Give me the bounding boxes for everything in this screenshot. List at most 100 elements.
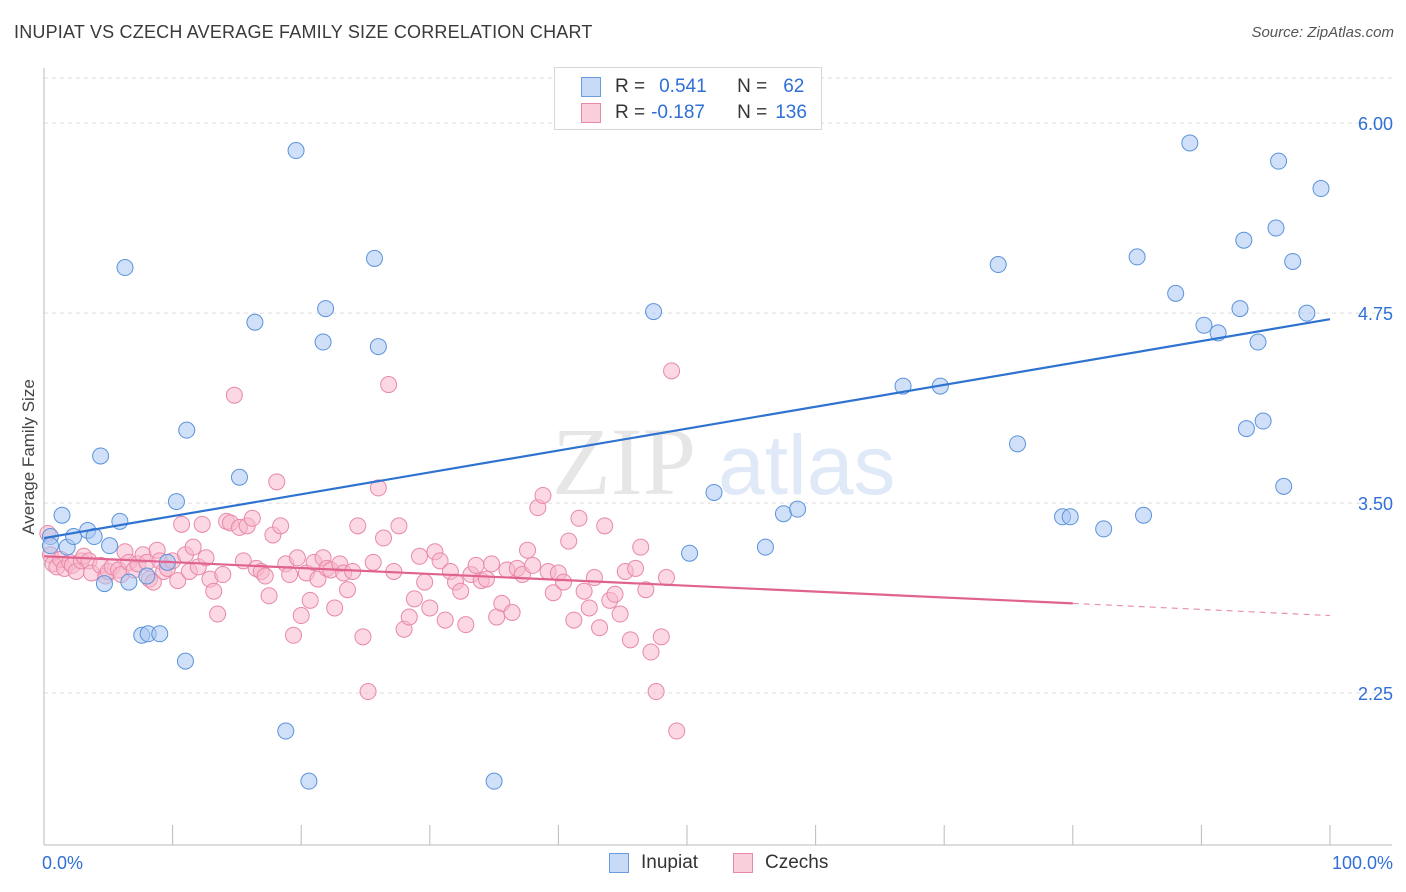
czechs-point [268,473,286,491]
inupiat-point [92,447,110,465]
r-label: R = [615,102,646,123]
inupiat-point [774,505,792,523]
czechs-point [326,599,344,617]
watermark-zip: ZIP [552,408,696,515]
bottom-legend-czechs: Czechs [733,852,828,874]
y-tick-label: 3.50 [1358,494,1393,514]
czechs-point [621,631,639,649]
czechs-point [611,605,629,623]
inupiat-point [681,544,699,562]
czechs-point [585,569,603,587]
czechs-point [416,573,434,591]
inupiat-point [989,256,1007,274]
czechs-point [544,584,562,602]
czechs-point [359,683,377,701]
czechs-point [197,549,215,567]
r-value: 0.541 [659,76,707,97]
inupiat-point [246,313,264,331]
czechs-point [421,599,439,617]
czechs-point [256,567,274,585]
czechs-point [375,529,393,547]
czechs-point [214,566,232,584]
inupiat-swatch [609,853,629,873]
czechs-point [193,515,211,533]
n-label: N = [737,76,768,97]
czechs-point [400,608,418,626]
inupiat-point [300,772,318,790]
inupiat-point [756,538,774,556]
legend-row-inupiat: R = 0.541 N = 62 [555,74,804,100]
inupiat-point [1267,219,1285,237]
inupiat-point [1009,435,1027,453]
czechs-point [284,626,302,644]
czechs-point [243,509,261,527]
inupiat-point [366,249,384,267]
czechs-point [405,590,423,608]
inupiat-point [789,500,807,518]
czechs-point [452,582,470,600]
czechs-point [431,552,449,570]
czechs-point [209,605,227,623]
czechs-point [534,486,552,504]
inupiat-point [1298,304,1316,322]
czechs-point [627,559,645,577]
inupiat-swatch [581,77,601,97]
r-value: -0.187 [651,102,705,123]
y-axis-label: Average Family Size [19,379,38,535]
czechs-point [301,591,319,609]
inupiat-point [1095,520,1113,538]
czechs-trend-line-extrapolated [1072,602,1331,617]
czechs-point [272,517,290,535]
watermark-atlas: atlas [718,418,895,512]
czechs-point [467,556,485,574]
inupiat-point [95,575,113,593]
inupiat-point [1254,412,1272,430]
y-tick-labels: 2.25 3.50 4.75 6.00 [1358,114,1393,704]
inupiat-point [1235,231,1253,249]
bottom-legend-inupiat: Inupiat [609,852,698,874]
czechs-point [606,585,624,603]
czechs-point [652,628,670,646]
czechs-point [580,599,598,617]
stats-legend: R = 0.541 N = 62 R = -0.187 N = 136 [554,67,822,130]
czechs-point [390,517,408,535]
inupiat-point [120,573,138,591]
czechs-point [647,683,665,701]
y-tick-label: 2.25 [1358,684,1393,704]
inupiat-point [1128,248,1146,266]
czechs-point [292,607,310,625]
inupiat-point [151,625,169,643]
inupiat-point [230,468,248,486]
y-tick-label: 6.00 [1358,114,1393,134]
czechs-legend-label: Czechs [765,852,829,873]
czechs-point [349,517,367,535]
czechs-point [205,582,223,600]
n-value: 62 [783,76,805,97]
czechs-point [565,611,583,629]
czechs-point [364,553,382,571]
inupiat-point [485,772,503,790]
czechs-point [591,619,609,637]
x-tick-label-end: 100.0% [1332,853,1393,873]
n-label: N = [737,102,768,123]
czechs-point [338,581,356,599]
inupiat-point [53,506,71,524]
czechs-point [173,515,191,533]
czechs-swatch [581,103,601,123]
czechs-point [657,569,675,587]
axes [43,68,1392,846]
r-label: R = [615,76,646,97]
inupiat-point [314,333,332,351]
czechs-swatch [733,853,753,873]
czechs-point [663,362,681,380]
inupiat-point [1231,300,1249,318]
czechs-point [555,573,573,591]
czechs-point [184,538,202,556]
inupiat-point [1181,134,1199,152]
source-credit: Source: ZipAtlas.com [1251,24,1394,41]
inupiat-point [1135,506,1153,524]
czechs-point [260,587,278,605]
inupiat-point [287,142,305,160]
czechs-point [503,604,521,621]
